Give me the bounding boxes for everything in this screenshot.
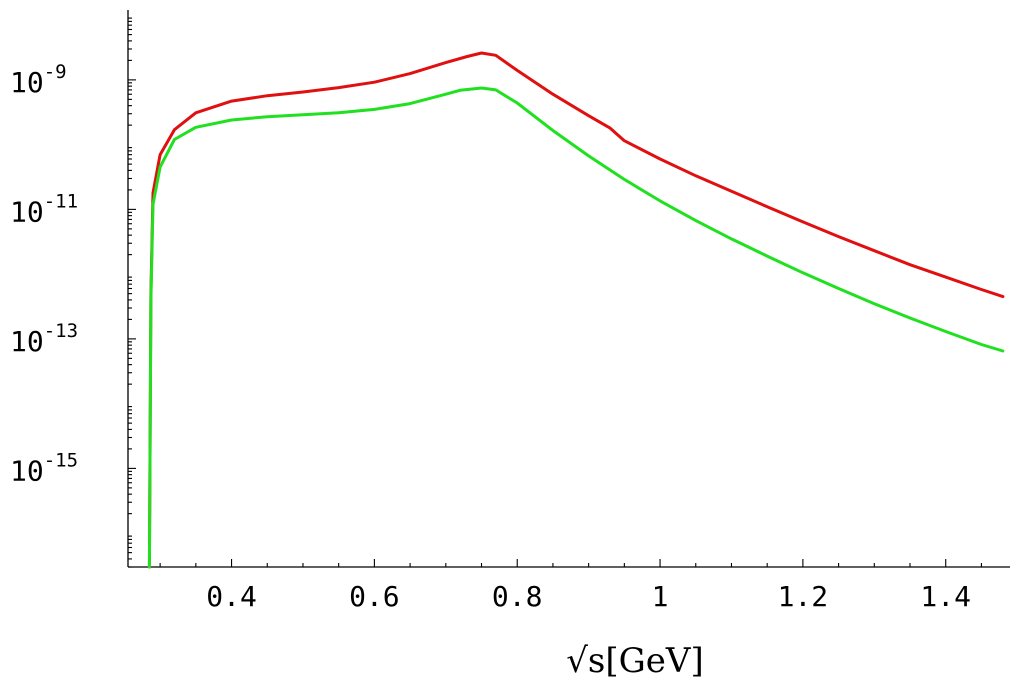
y-tick-label: 10-15 — [10, 449, 78, 487]
y-tick-label: 10-9 — [10, 61, 67, 99]
y-tick-labels: 10-9 10-11 10-13 10-15 — [10, 61, 78, 488]
major-ticks — [128, 79, 947, 567]
x-tick-label: 0.4 — [206, 580, 257, 613]
series-line-2 — [147, 86, 1005, 569]
series-layer — [147, 51, 1005, 569]
x-axis-label: √s[GeV] — [566, 641, 703, 681]
y-tick-label: 10-13 — [10, 320, 78, 358]
x-tick-label: 1.2 — [778, 580, 829, 613]
y-tick-label: 10-11 — [10, 190, 78, 228]
y-minor-ticks — [128, 17, 982, 568]
x-tick-label: 1 — [652, 580, 669, 613]
axes — [127, 10, 1010, 568]
x-tick-label: 0.8 — [492, 580, 543, 613]
x-tick-label: 0.6 — [349, 580, 400, 613]
x-tick-label: 1.4 — [920, 580, 971, 613]
series-line-1 — [147, 51, 1005, 569]
x-tick-labels: 0.4 0.6 0.8 1 1.2 1.4 — [206, 580, 971, 613]
